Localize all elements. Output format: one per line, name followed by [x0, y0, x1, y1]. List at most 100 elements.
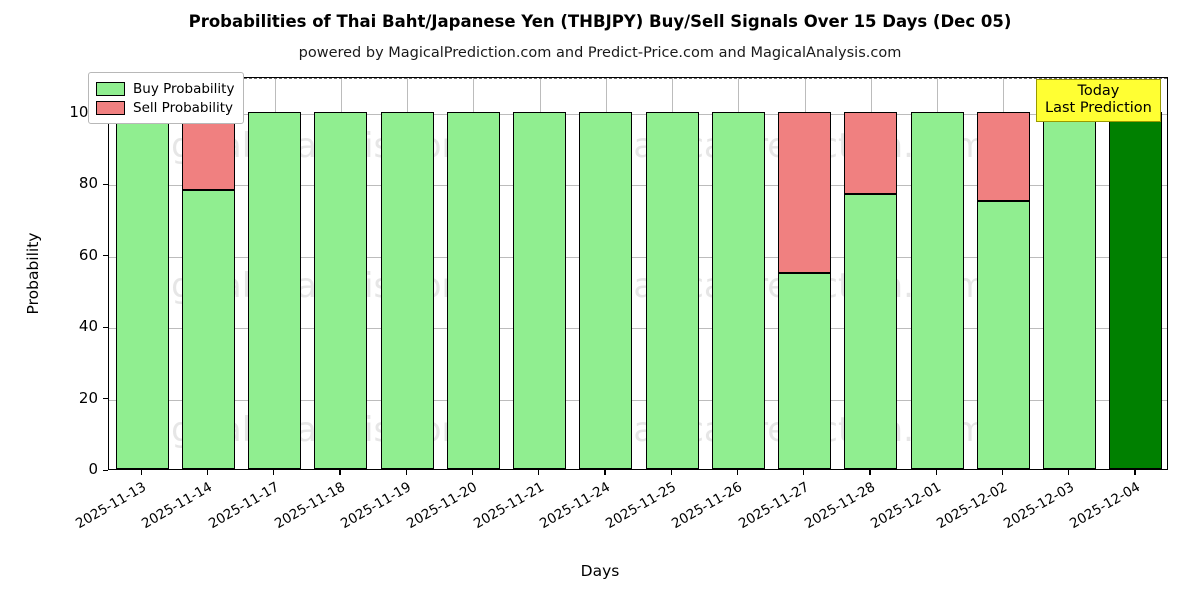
chart-title: Probabilities of Thai Baht/Japanese Yen …	[188, 12, 1012, 31]
x-tick-label-2025-11-25: 2025-11-25	[603, 479, 680, 533]
x-tick-label-2025-12-03: 2025-12-03	[1000, 479, 1077, 533]
x-tick-mark	[604, 470, 606, 475]
y-tick-label-20: 20	[78, 388, 98, 407]
bar-segment-buy[interactable]	[181, 190, 235, 469]
gridline-y-80	[109, 185, 1167, 187]
bar-group[interactable]	[115, 78, 169, 469]
x-tick-label-2025-11-20: 2025-11-20	[404, 479, 481, 533]
bar-segment-buy[interactable]	[1043, 111, 1097, 469]
today-annotation: Today Last Prediction	[1036, 79, 1161, 122]
bar-segment-buy[interactable]	[976, 201, 1030, 469]
legend-label-buy: Buy Probability	[133, 80, 235, 97]
bar-series-layer	[109, 78, 1167, 469]
x-tick-mark	[869, 470, 871, 475]
x-tick-label-2025-11-24: 2025-11-24	[536, 479, 613, 533]
bar-segment-sell[interactable]	[181, 111, 235, 191]
bar-group[interactable]	[711, 78, 765, 469]
legend-label-sell: Sell Probability	[133, 99, 234, 116]
bar-group[interactable]	[579, 78, 633, 469]
bar-group[interactable]	[1109, 78, 1163, 469]
y-tick-label-80: 80	[78, 174, 98, 193]
bar-group[interactable]	[380, 78, 434, 469]
bar-segment-sell[interactable]	[778, 111, 832, 273]
plot-area: MagicalAnalysis.comMagicalPrediction.com…	[108, 77, 1168, 470]
x-tick-label-2025-12-04: 2025-12-04	[1066, 479, 1143, 533]
x-tick-label-2025-11-19: 2025-11-19	[338, 479, 415, 533]
x-tick-mark	[736, 470, 739, 475]
x-axis-label: Days	[580, 562, 620, 580]
gridline-y-20	[109, 399, 1167, 401]
y-tick-label-60: 60	[78, 245, 98, 264]
x-tick-label-2025-11-27: 2025-11-27	[735, 479, 812, 533]
bar-segment-buy[interactable]	[248, 111, 302, 469]
legend-swatch-sell	[96, 100, 125, 115]
x-tick-mark	[140, 470, 142, 475]
x-tick-label-2025-11-21: 2025-11-21	[470, 479, 547, 533]
gridline-y-100	[109, 113, 1167, 115]
x-tick-mark	[1134, 470, 1136, 475]
x-tick-label-2025-12-02: 2025-12-02	[934, 479, 1011, 533]
x-tick-mark	[670, 470, 672, 475]
y-axis-title: Probability	[24, 232, 42, 315]
x-tick-mark	[273, 470, 275, 475]
gridline-y-40	[109, 328, 1167, 330]
y-tick-mark	[103, 326, 108, 328]
bar-group[interactable]	[976, 78, 1030, 469]
chart-legend: Buy Probability Sell Probability	[88, 72, 245, 124]
bar-group[interactable]	[446, 78, 500, 469]
bar-group[interactable]	[513, 78, 567, 469]
bar-segment-buy[interactable]	[314, 111, 368, 469]
bar-segment-buy[interactable]	[910, 111, 964, 469]
bar-segment-buy[interactable]	[380, 111, 434, 469]
legend-item-sell: Sell Probability	[96, 98, 234, 117]
x-tick-mark	[935, 470, 937, 475]
x-tick-mark	[1068, 470, 1070, 475]
y-tick-mark	[103, 398, 108, 400]
chart-subtitle: powered by MagicalPrediction.com and Pre…	[298, 45, 902, 61]
bar-group[interactable]	[910, 78, 964, 469]
legend-swatch-buy	[96, 81, 125, 96]
bar-segment-buy[interactable]	[645, 111, 699, 469]
x-tick-mark	[471, 470, 474, 475]
bar-segment-sell[interactable]	[844, 111, 898, 194]
x-tick-label-2025-11-14: 2025-11-14	[139, 479, 216, 533]
bar-group[interactable]	[248, 78, 302, 469]
bar-group[interactable]	[1043, 78, 1097, 469]
dashed-reference-line	[109, 78, 1167, 79]
x-tick-mark	[206, 470, 209, 475]
gridline-y-60	[109, 256, 1167, 258]
bar-group[interactable]	[778, 78, 832, 469]
bar-segment-buy[interactable]	[115, 111, 169, 469]
bar-group[interactable]	[314, 78, 368, 469]
y-tick-mark	[103, 469, 108, 471]
today-annotation-line1: Today	[1077, 83, 1120, 99]
x-tick-mark	[803, 470, 805, 475]
y-tick-label-0: 0	[88, 460, 98, 478]
today-annotation-line2: Last Prediction	[1045, 99, 1152, 116]
x-tick-label-2025-11-28: 2025-11-28	[801, 479, 878, 533]
y-tick-mark	[103, 183, 108, 185]
bar-segment-buy[interactable]	[446, 111, 500, 469]
bar-segment-buy[interactable]	[778, 272, 832, 469]
y-tick-mark	[103, 255, 108, 257]
bar-segment-sell[interactable]	[976, 111, 1030, 202]
x-tick-mark	[339, 470, 341, 475]
bar-segment-buy[interactable]	[711, 111, 765, 469]
x-tick-label-2025-11-18: 2025-11-18	[271, 479, 348, 533]
bar-segment-today[interactable]	[1109, 111, 1163, 469]
x-tick-label-2025-11-17: 2025-11-17	[205, 479, 282, 533]
x-tick-label-2025-11-26: 2025-11-26	[669, 479, 746, 533]
bar-segment-buy[interactable]	[513, 111, 567, 469]
y-tick-label-40: 40	[78, 317, 98, 336]
bar-group[interactable]	[181, 78, 235, 469]
bar-group[interactable]	[844, 78, 898, 469]
bar-segment-buy[interactable]	[844, 193, 898, 469]
bar-segment-buy[interactable]	[579, 111, 633, 469]
bar-group[interactable]	[645, 78, 699, 469]
x-tick-label-2025-12-01: 2025-12-01	[868, 479, 945, 533]
x-tick-mark	[538, 470, 540, 475]
x-tick-mark	[405, 470, 407, 475]
x-tick-mark	[1001, 470, 1004, 475]
x-tick-label-2025-11-13: 2025-11-13	[73, 479, 150, 533]
